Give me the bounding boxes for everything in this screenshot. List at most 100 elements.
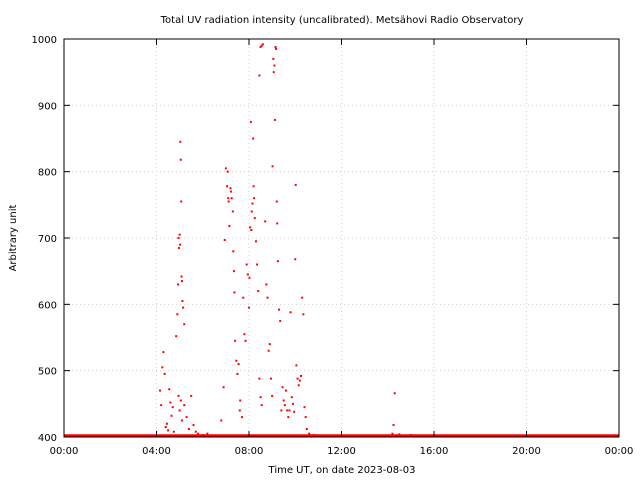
data-point (187, 428, 190, 431)
data-point (252, 137, 255, 140)
data-point (274, 45, 277, 48)
data-point (163, 372, 166, 375)
data-point (170, 414, 173, 417)
data-point (233, 291, 236, 294)
y-tick-label: 400 (38, 433, 57, 444)
data-points (158, 43, 412, 437)
data-point (301, 296, 304, 299)
data-point (391, 432, 394, 435)
data-point (259, 396, 262, 399)
data-point (206, 432, 209, 435)
data-point (272, 71, 275, 74)
data-point (194, 430, 197, 433)
data-point (178, 233, 181, 236)
data-point (228, 225, 231, 228)
data-point (226, 185, 229, 188)
data-point (235, 359, 238, 362)
data-point (232, 270, 235, 273)
plot-frame (63, 38, 620, 438)
data-point (230, 197, 233, 200)
data-point (231, 210, 234, 213)
data-point (172, 430, 175, 433)
data-point (229, 190, 232, 193)
data-point (161, 366, 164, 369)
data-point (237, 363, 240, 366)
data-point (190, 394, 193, 397)
data-point (267, 349, 270, 352)
data-point (162, 351, 165, 354)
data-point (392, 424, 395, 427)
data-point (276, 260, 279, 263)
data-point (244, 339, 247, 342)
data-point (283, 404, 286, 407)
data-point (275, 47, 278, 50)
data-point (398, 433, 401, 436)
data-point (164, 426, 167, 429)
data-point (181, 300, 184, 303)
data-point (305, 428, 308, 431)
data-point (282, 399, 285, 402)
data-point (177, 394, 180, 397)
data-point (220, 419, 223, 422)
data-point (179, 158, 182, 161)
data-point (248, 276, 251, 279)
data-point (226, 170, 229, 173)
data-point (304, 416, 307, 419)
data-point (265, 283, 268, 286)
data-point (227, 197, 230, 200)
data-point (256, 263, 259, 266)
y-axis-label: Arbitrary unit (8, 205, 19, 272)
data-point (273, 64, 276, 67)
data-point (271, 434, 274, 437)
data-point (308, 432, 311, 435)
data-point (250, 210, 253, 213)
x-tick-label: 04:00 (142, 446, 171, 457)
y-tick-label: 600 (38, 300, 57, 311)
data-point (171, 406, 174, 409)
data-point (269, 377, 272, 380)
data-point (254, 240, 257, 243)
data-point (312, 434, 315, 437)
data-point (180, 419, 183, 422)
x-tick-label: 12:00 (327, 446, 356, 457)
data-point (259, 45, 262, 48)
data-point (297, 384, 300, 387)
data-point (253, 197, 256, 200)
data-point (271, 165, 274, 168)
data-point (249, 226, 252, 229)
data-point (236, 434, 239, 437)
data-point (272, 57, 275, 60)
data-point (174, 434, 176, 437)
data-point (248, 306, 250, 309)
data-point (294, 258, 297, 261)
data-point (183, 323, 186, 326)
data-point (234, 339, 237, 342)
data-point (294, 183, 297, 186)
data-point (295, 364, 298, 367)
grid-lines (64, 39, 619, 437)
data-point (246, 273, 249, 276)
data-point (271, 394, 274, 397)
data-point (167, 429, 170, 432)
data-point (177, 246, 180, 249)
data-point (229, 187, 232, 190)
data-point (253, 217, 256, 220)
data-point (409, 434, 412, 437)
data-point (302, 313, 305, 316)
data-point (298, 379, 301, 382)
data-point (375, 434, 378, 437)
data-point (294, 434, 297, 437)
data-point (243, 333, 246, 336)
data-point (197, 432, 200, 435)
data-point (183, 404, 186, 407)
data-point (165, 422, 168, 425)
data-point (258, 377, 261, 380)
data-point (276, 222, 279, 225)
data-point (176, 313, 179, 316)
data-point (213, 434, 216, 437)
data-point (160, 404, 163, 407)
data-point (227, 200, 230, 203)
y-tick-label: 1000 (32, 35, 57, 46)
data-point (168, 388, 171, 391)
